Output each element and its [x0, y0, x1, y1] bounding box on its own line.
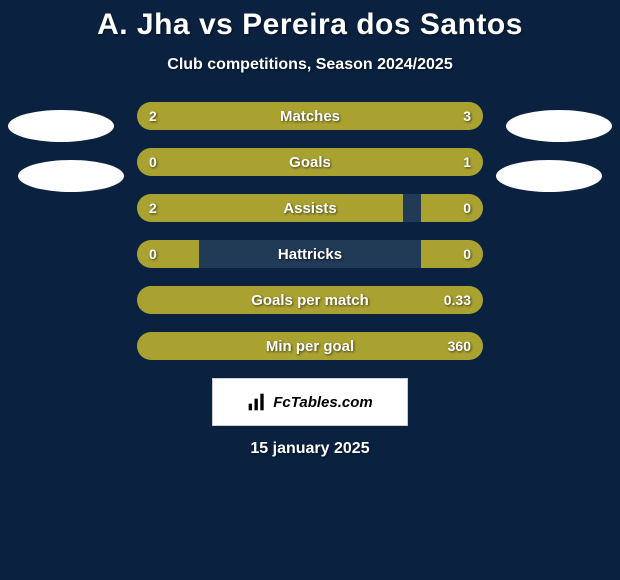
brand-text: FcTables.com [273, 394, 372, 411]
player-right-avatar-2 [496, 160, 602, 192]
date-text: 15 january 2025 [0, 440, 620, 458]
brand-footer[interactable]: FcTables.com [212, 378, 408, 426]
stat-row: Matches23 [137, 102, 483, 130]
chart-area: Matches23 Goals01 Assists20 Hattricks00 Goal… [0, 102, 620, 360]
bar-right-fill [421, 240, 483, 268]
stat-bars: Matches23 Goals01 Assists20 Hattricks00 Goal… [137, 102, 483, 360]
player-left-avatar-2 [18, 160, 124, 192]
subtitle: Club competitions, Season 2024/2025 [0, 56, 620, 74]
bar-right-fill [199, 332, 483, 360]
player-left-avatar-1 [8, 110, 114, 142]
stat-row: Goals per match0.33 [137, 286, 483, 314]
stat-row: Goals01 [137, 148, 483, 176]
bar-left-fill [137, 102, 275, 130]
stat-row: Assists20 [137, 194, 483, 222]
player-right-avatar-1 [506, 110, 612, 142]
bar-left-fill [137, 240, 199, 268]
bar-left-fill [137, 332, 199, 360]
bar-right-fill [199, 286, 483, 314]
bar-left-fill [137, 194, 403, 222]
bar-left-fill [137, 286, 199, 314]
comparison-infographic: A. Jha vs Pereira dos Santos Club compet… [0, 0, 620, 580]
bar-right-fill [421, 194, 483, 222]
stat-row: Min per goal360 [137, 332, 483, 360]
bar-right-fill [199, 148, 483, 176]
stat-row: Hattricks00 [137, 240, 483, 268]
bar-chart-icon [247, 392, 267, 412]
page-title: A. Jha vs Pereira dos Santos [0, 8, 620, 42]
bar-left-fill [137, 148, 199, 176]
bar-right-fill [275, 102, 483, 130]
